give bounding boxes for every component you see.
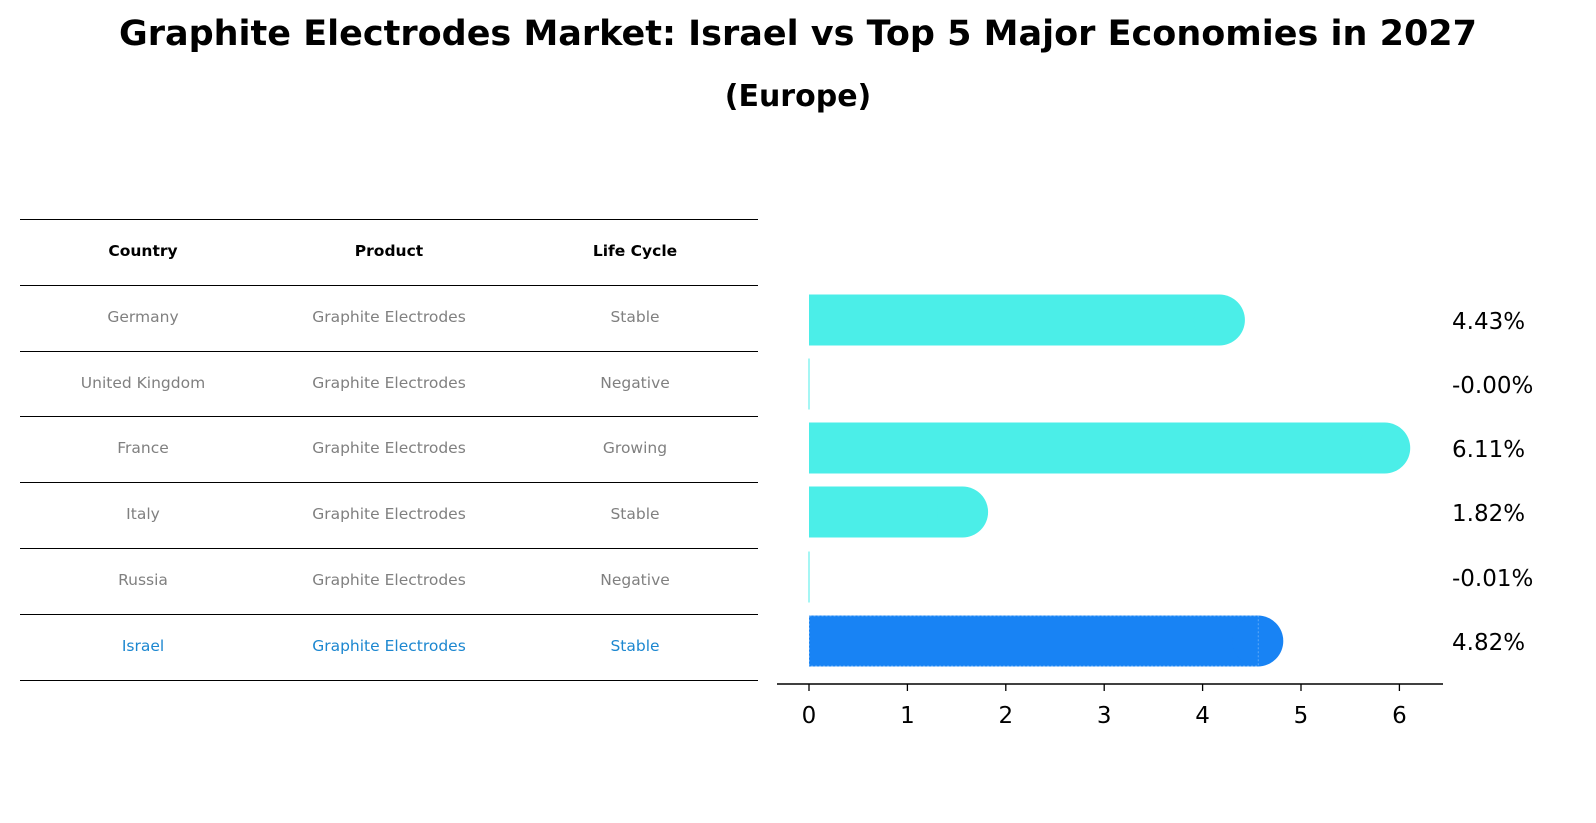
x-tick-label: 0 (802, 703, 817, 729)
bar-israel (809, 615, 1284, 667)
bar-italy (809, 486, 989, 538)
table-cell-product: Graphite Electrodes (312, 307, 466, 326)
table-rule (20, 482, 758, 484)
x-tick-label: 6 (1392, 703, 1407, 729)
value-label: -0.01% (1452, 566, 1533, 592)
table-cell-product: Graphite Electrodes (312, 505, 466, 524)
table-cell-product: Graphite Electrodes (312, 373, 466, 392)
table-rule (20, 679, 758, 681)
table-cell-country: France (117, 439, 169, 458)
x-tick-label: 5 (1294, 703, 1309, 729)
table-rule (20, 613, 758, 615)
value-label: 6.11% (1452, 437, 1525, 463)
value-label: 4.43% (1452, 309, 1525, 335)
chart-title: Graphite Electrodes Market: Israel vs To… (118, 14, 1478, 54)
table-rule (20, 416, 758, 418)
table-cell-life-cycle: Stable (610, 307, 660, 326)
table-cell-life-cycle: Negative (600, 373, 670, 392)
table-cell-life-cycle: Stable (610, 505, 660, 524)
table-rule (20, 350, 758, 352)
table-cell-country: Italy (126, 505, 160, 524)
table-rule (20, 284, 758, 286)
table-cell-life-cycle: Stable (610, 636, 660, 655)
value-label: 1.82% (1452, 501, 1525, 527)
table-cell-product: Graphite Electrodes (312, 636, 466, 655)
bar-germany (809, 294, 1245, 346)
table-rule (20, 219, 758, 220)
table-cell-life-cycle: Negative (600, 570, 670, 589)
table-header-country: Country (108, 241, 178, 260)
bar-france (809, 422, 1411, 474)
value-label: -0.00% (1452, 373, 1533, 399)
table-rule (20, 548, 758, 549)
table-cell-product: Graphite Electrodes (312, 570, 466, 589)
table-cell-country: Germany (107, 307, 179, 326)
table-cell-country: United Kingdom (80, 373, 206, 392)
x-tick-label: 2 (998, 703, 1013, 729)
table-cell-country: Israel (121, 636, 165, 655)
chart-subtitle: (Europe) (724, 79, 872, 114)
table-header-life-cycle: Life Cycle (592, 241, 678, 260)
x-tick-label: 3 (1097, 703, 1112, 729)
table-cell-life-cycle: Growing (602, 439, 668, 458)
table-header-product: Product (354, 241, 424, 260)
value-label: 4.82% (1452, 630, 1525, 656)
x-tick-label: 4 (1195, 703, 1210, 729)
table-cell-product: Graphite Electrodes (312, 439, 466, 458)
table-cell-country: Russia (118, 570, 168, 589)
x-tick-label: 1 (900, 703, 915, 729)
